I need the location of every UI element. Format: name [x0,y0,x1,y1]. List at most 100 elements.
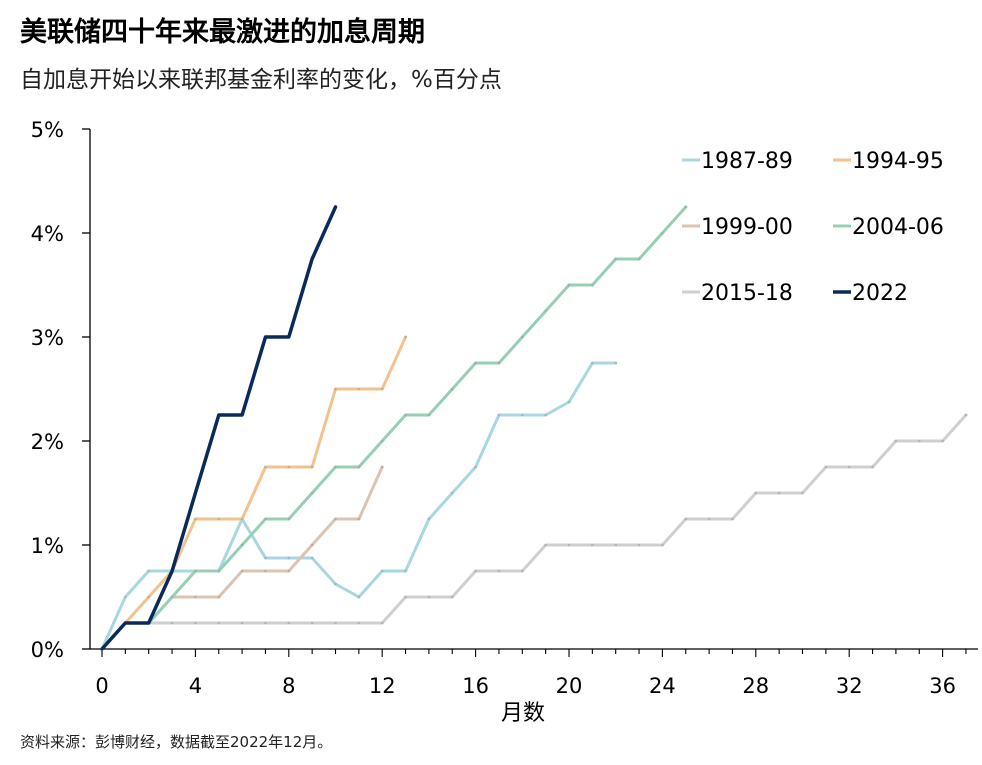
data-point-1987-89 [450,491,454,495]
series-line-2015-18 [100,413,968,651]
data-point-1987-89 [521,413,524,417]
data-point-1994-95 [334,387,337,391]
data-point-2004-06 [264,517,267,521]
data-point-1994-95 [240,517,244,521]
data-point-2004-06 [380,439,384,443]
data-point-2022 [334,205,337,209]
legend-label: 1994-95 [852,149,944,174]
data-point-2015-18 [871,465,874,469]
data-point-2015-18 [637,543,641,547]
data-point-2015-18 [427,595,431,599]
data-point-2015-18 [661,543,664,547]
data-point-1987-89 [427,517,431,521]
data-point-2022 [100,647,104,651]
data-point-1987-89 [287,556,291,560]
data-point-2004-06 [217,569,221,573]
y-tick-label: 4% [31,222,64,246]
data-point-2004-06 [427,413,431,417]
axes: 0% 1% 2% 3% 4% 5% 0 4 8 12 16 20 24 28 32 36 月数 [31,118,978,726]
data-point-2015-18 [194,621,197,625]
y-tick-label: 5% [31,118,64,142]
data-point-1994-95 [380,387,384,391]
data-point-1987-89 [264,556,267,560]
y-tick-label: 0% [31,638,64,662]
data-point-2004-06 [450,387,454,391]
data-point-1987-89 [124,595,127,599]
data-point-1987-89 [380,569,384,573]
y-tick-label: 1% [31,534,64,558]
data-point-2015-18 [567,543,571,547]
data-point-2022 [194,491,197,495]
data-point-2004-06 [334,465,337,469]
legend-label: 2015-18 [701,281,793,306]
data-point-1987-89 [591,361,594,365]
data-point-2022 [170,569,174,573]
data-point-1987-89 [404,569,407,573]
y-tick-label: 3% [31,326,64,350]
data-point-1994-95 [217,517,221,521]
data-point-2015-18 [450,595,454,599]
data-point-1999-00 [380,465,384,469]
data-point-2015-18 [824,465,828,469]
data-point-2015-18 [917,439,921,443]
legend-label: 1999-00 [701,215,793,240]
data-point-2015-18 [380,621,384,625]
data-point-2004-06 [544,309,547,313]
data-point-2015-18 [264,621,267,625]
legend-label: 1987-89 [701,149,793,174]
data-point-1987-89 [544,413,547,417]
x-axis-title: 月数 [501,701,545,726]
data-point-2004-06 [614,257,617,261]
data-point-2015-18 [404,595,407,599]
series-line-1987-89 [100,361,618,651]
data-point-2015-18 [941,439,944,443]
x-tick-label: 28 [742,674,769,698]
data-point-2004-06 [661,231,664,235]
legend-label: 2004-06 [852,215,944,240]
data-point-2004-06 [521,335,524,339]
series-line-1994-95 [100,335,408,651]
data-point-2004-06 [404,413,407,417]
data-point-1987-89 [147,569,150,573]
legend-label: 2022 [852,281,908,306]
chart-title: 美联储四十年来最激进的加息周期 [20,17,425,48]
data-point-1999-00 [194,595,197,599]
data-point-2015-18 [847,465,851,469]
data-point-1987-89 [357,595,361,599]
source-note: 资料来源：彭博财经，数据截至2022年12月。 [20,733,333,751]
data-point-2022 [240,413,244,417]
x-tick-label: 12 [369,674,396,698]
data-point-1999-00 [264,569,267,573]
data-point-2015-18 [754,491,758,495]
data-point-1999-00 [240,569,244,573]
data-point-2004-06 [591,283,594,287]
data-point-2022 [217,413,221,417]
data-point-1999-00 [357,517,361,521]
data-point-1994-95 [310,465,314,469]
data-point-2022 [147,621,150,625]
data-point-1987-89 [310,556,314,560]
data-point-1987-89 [567,400,571,404]
data-point-1994-95 [287,465,291,469]
data-point-2015-18 [684,517,688,521]
x-tick-label: 4 [189,674,202,698]
y-tick-label: 2% [31,430,64,454]
data-point-2022 [264,335,267,339]
data-point-2015-18 [170,621,174,625]
x-tick-label: 36 [929,674,956,698]
data-point-2015-18 [591,543,594,547]
data-point-2015-18 [240,621,244,625]
data-point-2015-18 [287,621,291,625]
data-point-2015-18 [614,543,617,547]
data-point-1987-89 [334,582,337,586]
x-tick-label: 8 [282,674,295,698]
data-point-2004-06 [567,283,571,287]
data-point-2015-18 [707,517,711,521]
data-point-1999-00 [287,569,291,573]
data-point-2004-06 [637,257,641,261]
data-point-2022 [124,621,127,625]
data-point-1999-00 [217,595,221,599]
data-point-2015-18 [334,621,337,625]
data-point-2015-18 [497,569,501,573]
